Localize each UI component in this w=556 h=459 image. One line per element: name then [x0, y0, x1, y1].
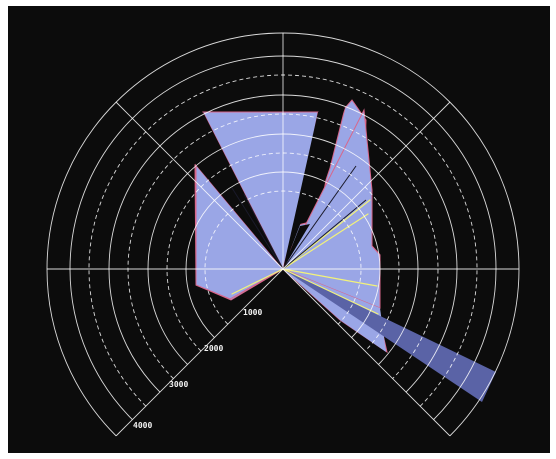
highlight-ray: [282, 213, 369, 270]
sector-spoke: [282, 268, 451, 437]
sector-spoke: [115, 101, 284, 270]
blind-sector: [0, 269, 360, 459]
sector-spoke: [282, 101, 451, 270]
highlight-ray: [282, 268, 378, 287]
highlight-ray: [231, 268, 284, 295]
far-beam: [283, 269, 496, 402]
highlight-ray: [282, 268, 379, 315]
range-grid: [46, 32, 520, 437]
scan-wedge-lower-right: [283, 269, 386, 352]
beam-dividers: [231, 165, 367, 270]
range-label-3000: 3000: [169, 380, 188, 389]
beam-gap: [222, 182, 283, 269]
beam-gap: [283, 224, 310, 269]
range-label-1000: 1000: [243, 308, 262, 317]
beam-gap: [283, 108, 345, 269]
range-label-4000: 4000: [133, 421, 152, 430]
range-label-2000: 2000: [204, 344, 223, 353]
sector-spoke: [115, 268, 284, 437]
